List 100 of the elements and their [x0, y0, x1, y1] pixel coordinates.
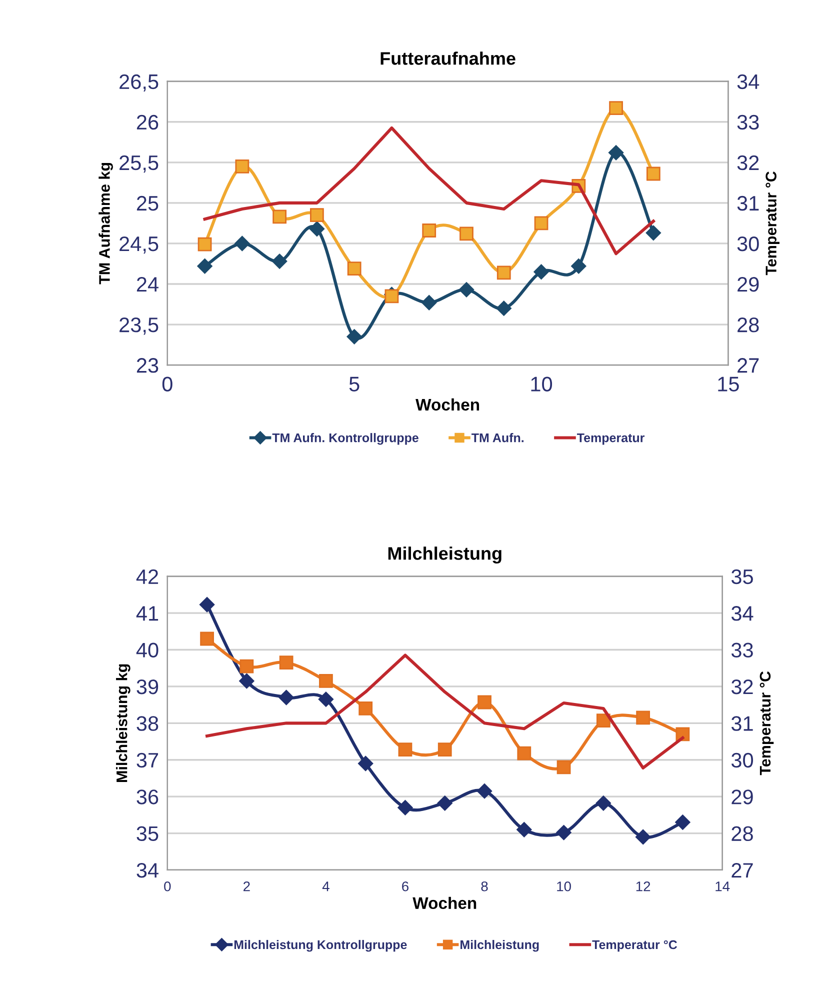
x-tick-label: 2	[244, 881, 250, 892]
x-tick-label: 0	[162, 376, 172, 392]
y2-axis-title: Temperatur °C	[760, 671, 774, 776]
point	[437, 796, 452, 811]
point	[197, 258, 212, 274]
point	[198, 237, 212, 252]
point	[239, 673, 254, 689]
point	[272, 210, 287, 224]
x-tick-label: 4	[322, 882, 330, 892]
y-tick-label: 36	[136, 790, 158, 804]
y-tick-label: 34	[136, 862, 158, 878]
x-tick-label: 8	[481, 881, 488, 892]
y-tick-label: 40	[136, 642, 158, 658]
x-axis-title: Wochen	[412, 896, 476, 910]
y2-tick-label: 35	[731, 569, 753, 584]
y2-tick-label: 28	[738, 318, 759, 332]
y2-axis-title: Temperatur °C	[766, 171, 780, 276]
point	[240, 659, 254, 674]
point	[199, 597, 215, 612]
y-tick-label: 42	[136, 569, 158, 584]
y2-tick-label: 30	[731, 752, 754, 768]
point	[200, 632, 214, 646]
point	[476, 784, 492, 799]
point	[534, 264, 549, 280]
y2-tick-label: 27	[732, 862, 753, 878]
y-axis-title: TM Aufnahme kg	[98, 162, 113, 284]
point	[347, 262, 362, 276]
point	[346, 329, 362, 344]
point	[398, 742, 412, 757]
point	[635, 829, 651, 845]
x-tick-label: 14	[716, 882, 730, 892]
y2-tick-label: 31	[731, 716, 753, 731]
y-tick-label: 26,5	[120, 74, 158, 92]
y-tick-label: 24	[136, 276, 158, 292]
point	[309, 221, 325, 236]
point	[319, 674, 333, 688]
legend-label: TM Aufn. Kontrollgruppe	[272, 433, 418, 445]
chart-title: Milchleistung	[388, 546, 502, 564]
point	[571, 258, 586, 274]
point	[556, 824, 572, 840]
y2-tick-label: 32	[731, 679, 753, 694]
y2-tick-label: 28	[732, 826, 753, 842]
point	[422, 295, 437, 310]
point	[278, 690, 294, 706]
point	[534, 216, 548, 230]
y2-tick-label: 29	[732, 790, 753, 804]
y-tick-label: 41	[136, 606, 158, 621]
x-tick-label: 5	[349, 376, 360, 392]
x-tick-label: 10	[531, 376, 552, 392]
y-tick-label: 38	[136, 716, 158, 731]
y2-tick-label: 31	[737, 196, 759, 211]
point	[234, 236, 250, 252]
y-tick-label: 25,5	[120, 155, 158, 173]
legend-label: TM Aufn.	[472, 433, 524, 442]
point	[675, 814, 690, 830]
x-tick-label: 10	[557, 881, 571, 892]
y2-tick-label: 32	[737, 155, 759, 170]
y2-tick-label: 30	[737, 236, 759, 252]
point	[310, 208, 324, 222]
legend-label: Milchleistung	[460, 940, 539, 952]
point	[358, 702, 373, 716]
y-tick-label: 23,5	[120, 318, 158, 335]
point	[422, 224, 436, 238]
y-tick-label: 23	[136, 358, 158, 373]
line-series	[203, 126, 655, 256]
point	[646, 166, 660, 181]
point	[596, 714, 610, 728]
point	[478, 695, 492, 710]
point	[272, 254, 288, 269]
point	[556, 760, 571, 774]
x-tick-label: 15	[718, 376, 739, 392]
x-tick-label: 6	[402, 881, 408, 892]
y-tick-label: 24,5	[120, 236, 158, 254]
point	[235, 160, 250, 174]
y-tick-label: 35	[136, 826, 158, 842]
point	[458, 282, 474, 298]
point	[608, 145, 624, 160]
point	[609, 101, 623, 116]
point	[596, 796, 611, 811]
point	[460, 226, 474, 241]
point	[318, 692, 334, 707]
y2-tick-label: 27	[738, 358, 759, 373]
y-tick-label: 26	[136, 114, 158, 130]
point	[279, 656, 294, 670]
y2-tick-label: 29	[738, 276, 759, 292]
chart-title: Futteraufnahme	[380, 52, 516, 65]
legend-label: Temperatur	[576, 434, 645, 445]
x-axis-title: Wochen	[416, 398, 480, 411]
point	[496, 300, 512, 316]
y-tick-label: 39	[136, 679, 158, 694]
x-tick-label: 0	[164, 881, 171, 892]
legend-label: Milchleistung Kontrollgruppe	[234, 940, 407, 952]
y-tick-label: 25	[136, 196, 158, 211]
y2-tick-label: 33	[737, 114, 759, 130]
y2-tick-label: 34	[731, 606, 754, 621]
point	[646, 225, 661, 240]
point	[384, 289, 399, 304]
point	[358, 756, 374, 772]
y2-tick-label: 34	[737, 74, 760, 90]
point	[496, 266, 511, 280]
